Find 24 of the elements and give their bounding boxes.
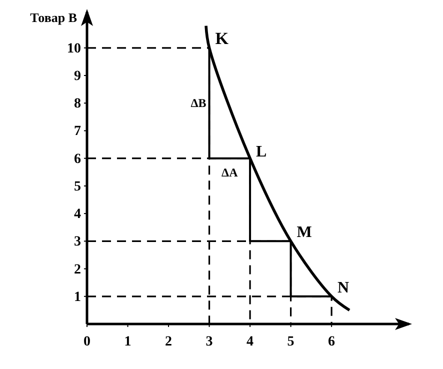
x-tick-label: 0	[84, 334, 90, 350]
x-tick-label: 4	[246, 334, 254, 350]
y-axis-title: Товар В	[30, 10, 78, 25]
annotation: ΔA	[222, 165, 238, 180]
y-tick-label: 9	[74, 68, 81, 84]
x-tick-label: 5	[287, 334, 294, 350]
y-tick-label: 8	[74, 96, 81, 112]
y-tick-label: 10	[67, 41, 81, 56]
annotation: M	[296, 224, 312, 242]
y-tick-label: 1	[74, 290, 81, 305]
x-tick-label: 1	[124, 334, 132, 350]
x-tick-label: 2	[165, 334, 172, 350]
y-tick-label: 4	[74, 207, 81, 222]
y-tick-label: 7	[74, 124, 81, 140]
y-tick-label: 6	[74, 152, 81, 167]
y-tick-label: 5	[74, 179, 81, 194]
x-tick-label: 6	[328, 334, 336, 350]
annotation: N	[338, 279, 350, 296]
annotation: ΔB	[190, 96, 206, 110]
x-tick-label: 3	[206, 334, 213, 350]
y-tick-label: 3	[74, 234, 81, 250]
annotation: L	[256, 143, 267, 160]
y-tick-label: 2	[74, 262, 81, 278]
annotation: K	[215, 28, 230, 48]
